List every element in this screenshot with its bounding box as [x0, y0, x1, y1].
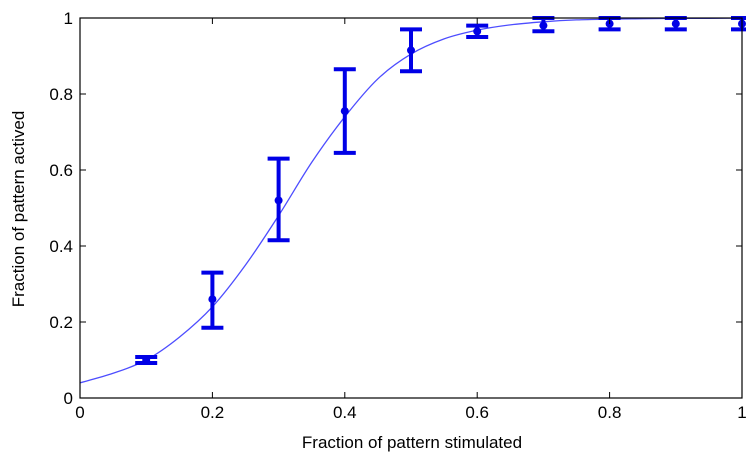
data-point	[671, 19, 680, 28]
x-axis-title: Fraction of pattern stimulated	[302, 433, 522, 452]
x-tick-label: 0	[75, 403, 84, 422]
data-point	[274, 196, 283, 205]
y-tick-label: 0.2	[49, 313, 73, 332]
y-tick-label: 1	[64, 9, 73, 28]
plot-frame	[79, 17, 743, 399]
y-axis-title: Fraction of pattern actived	[9, 111, 28, 308]
data-point	[340, 107, 349, 116]
x-tick-label: 0.4	[333, 403, 357, 422]
data-point	[473, 27, 482, 36]
data-point	[208, 295, 217, 304]
data-marks-layer	[135, 16, 746, 366]
data-point	[142, 356, 151, 364]
x-tick-label: 0.2	[201, 403, 225, 422]
x-tick-label: 0.8	[598, 403, 622, 422]
axes-layer: 0 0.2 0.4 0.6 0.8 1 0 0.2 0.4 0.6 0.8 1	[49, 9, 746, 422]
x-tick-label: 1	[737, 403, 746, 422]
y-tick-label: 0	[64, 389, 73, 408]
x-tick-label: 0.6	[465, 403, 489, 422]
y-tick-label: 0.6	[49, 161, 73, 180]
data-point	[407, 46, 415, 55]
data-point	[539, 21, 548, 30]
y-tick-label: 0.4	[49, 237, 73, 256]
y-tick-label: 0.8	[49, 85, 73, 104]
